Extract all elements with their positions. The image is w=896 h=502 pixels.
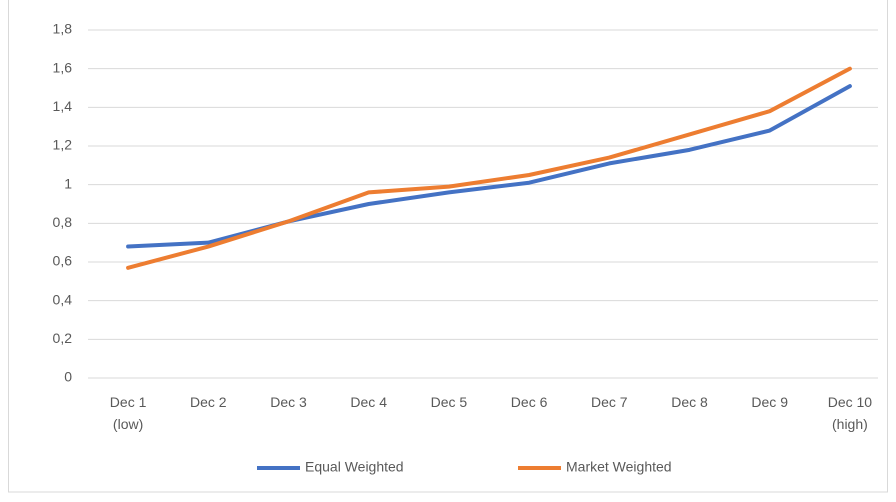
x-tick-label: Dec 1 (low) [110,394,147,432]
y-tick-label: 1 [64,175,72,191]
y-tick-label: 0,2 [53,330,73,346]
y-tick-label: 0,8 [53,214,73,230]
y-tick-label: 1,6 [53,59,73,75]
x-tick-label: Dec 5 [431,394,468,410]
y-tick-label: 1,4 [53,98,73,114]
x-tick-label: Dec 3 [270,394,307,410]
x-tick-label: Dec 6 [511,394,548,410]
x-tick-label: Dec 10 (high) [828,394,873,432]
y-tick-label: 1,2 [53,137,73,153]
series-line [126,66,852,270]
x-tick-label: Dec 2 [190,394,227,410]
y-tick-label: 1,8 [53,21,73,37]
y-tick-label: 0,4 [53,291,73,307]
x-tick-label: Dec 8 [671,394,708,410]
legend-label: Market Weighted [566,459,672,475]
y-tick-label: 0 [64,369,72,385]
x-tick-label: Dec 4 [350,394,387,410]
legend-label: Equal Weighted [305,459,404,475]
x-tick-label: Dec 7 [591,394,628,410]
y-tick-label: 0,6 [53,253,73,269]
x-tick-label: Dec 9 [751,394,788,410]
